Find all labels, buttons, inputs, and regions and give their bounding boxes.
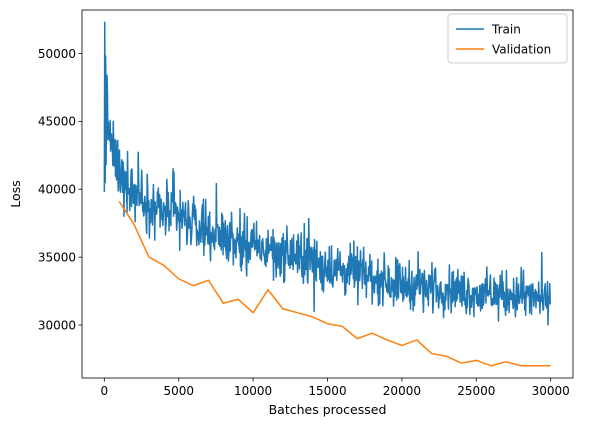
train-line [103, 21, 552, 326]
legend-validation-label: Validation [492, 43, 551, 57]
validation-line [118, 201, 551, 367]
x-axis-title: Batches processed [269, 402, 387, 417]
plot-area [103, 21, 552, 367]
y-axis-ticks: 30000 35000 40000 45000 50000 [38, 47, 82, 332]
legend-train-label: Train [491, 23, 521, 37]
y-tick-label: 30000 [38, 318, 76, 332]
legend-box [447, 13, 568, 64]
y-axis-title: Loss [8, 180, 23, 207]
legend: Train Validation [447, 13, 568, 64]
x-tick-label: 30000 [532, 384, 570, 398]
x-tick-label: 10000 [234, 384, 272, 398]
x-tick-label: 5000 [163, 384, 194, 398]
x-tick-label: 25000 [457, 384, 495, 398]
validation-series [118, 201, 551, 367]
x-tick-label: 20000 [383, 384, 421, 398]
axes-frame [81, 9, 574, 379]
train-series [103, 21, 552, 326]
y-tick-label: 50000 [38, 47, 76, 61]
x-axis-ticks: 0 5000 10000 15000 20000 25000 30000 [100, 378, 570, 398]
x-tick-label: 0 [100, 384, 108, 398]
y-tick-label: 40000 [38, 183, 76, 197]
y-tick-label: 45000 [38, 115, 76, 129]
y-tick-label: 35000 [38, 250, 76, 264]
x-tick-label: 15000 [308, 384, 346, 398]
